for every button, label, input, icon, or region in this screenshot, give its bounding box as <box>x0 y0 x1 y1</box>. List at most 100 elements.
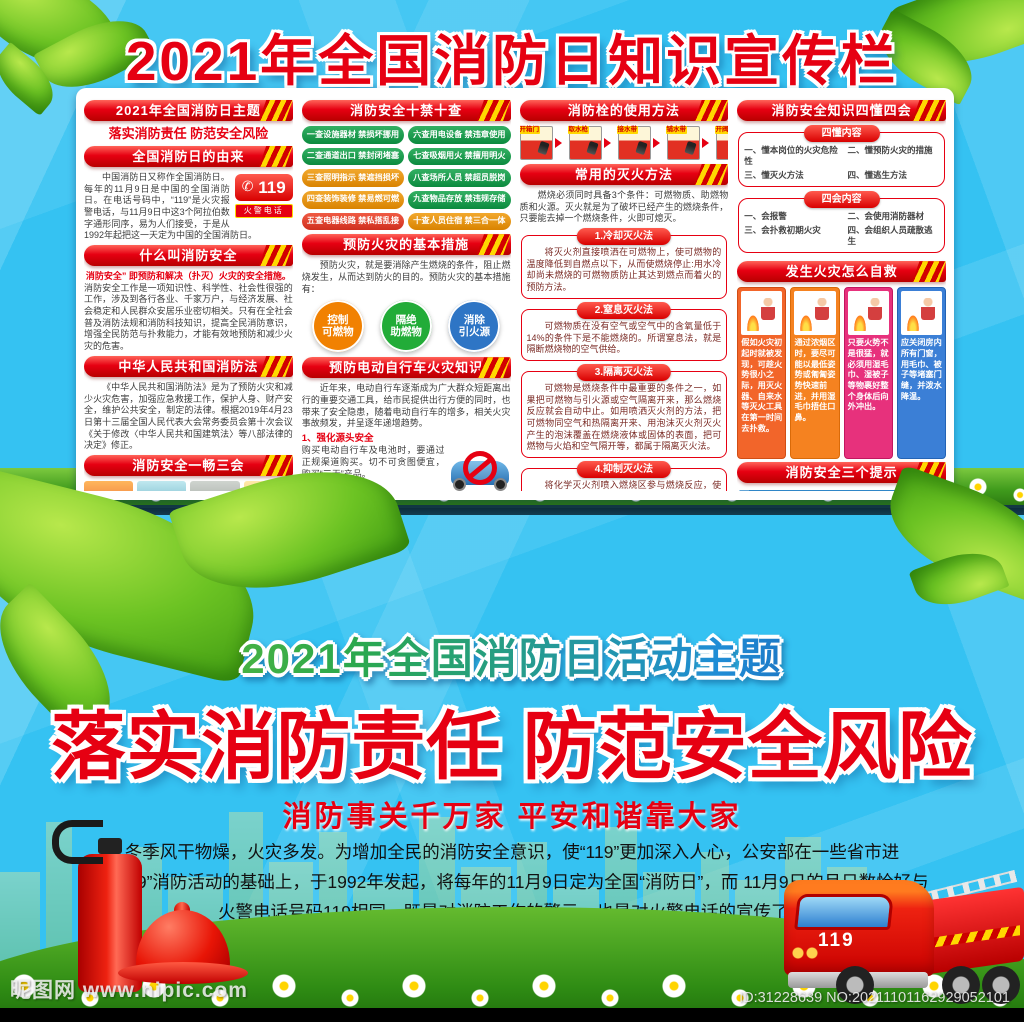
prevention-circles: 控制 可燃物 隔绝 助燃物 消除 引火源 <box>304 300 509 353</box>
main-slogan: 落实消防责任 防范安全风险 <box>51 705 973 788</box>
banner-yichang-sanhui: 消防安全一畅三会 <box>84 454 293 476</box>
banner-what-is-fire-safety: 什么叫消防安全 <box>84 245 293 267</box>
rescue-illustration <box>741 291 783 336</box>
truck-wheel <box>942 966 980 1004</box>
know-item: 二、懂预防火灾的措施 <box>847 145 933 155</box>
sub-slogan: 消防事关千万家 平安和谐靠大家 <box>282 801 742 833</box>
ebike-point-title: 1、强化源头安全 <box>301 433 374 445</box>
banner-hydrant: 消防栓的使用方法 <box>519 100 729 121</box>
phone-icon: ✆ <box>241 177 254 194</box>
banner-methods: 常用的灭火方法 <box>519 164 729 185</box>
banner-4know-4can: 消防安全知识四懂四会 <box>737 100 946 121</box>
fire-truck-illustration: 119 <box>784 854 1024 1004</box>
drill-illustration-extinguish <box>137 480 187 491</box>
self-rescue-cards: 假如火灾初起时就被发现，可趁火势很小之际，用灭火器、自来水等灭火工具在第一时间去… <box>737 287 946 460</box>
phone-label: 火警电话 <box>234 203 293 219</box>
check-pill: 十查人员住宿 禁三合一体 <box>408 212 511 231</box>
check-pill: 三查照明指示 禁遮挡损坏 <box>301 169 405 187</box>
circle-isolate-oxidizer: 隔绝 助燃物 <box>380 300 433 353</box>
rescue-illustration <box>847 291 889 336</box>
bottom-panel-title: 2021年全国消防日活动主题 <box>0 625 1024 686</box>
arrow-icon <box>554 138 567 148</box>
banner-ebike: 预防电动自行车火灾知识 <box>301 357 511 379</box>
truck-headlights <box>792 946 820 960</box>
check-pill: 九查物品存放 禁违规存储 <box>408 190 511 209</box>
hydrant-step-icon: 开箱门 <box>519 126 553 160</box>
drill-illustration-fire <box>84 480 134 491</box>
no-ebike-icon <box>449 447 511 491</box>
arrow-icon <box>701 138 714 148</box>
column-hydrant-methods: 消防栓的使用方法 开箱门 取水枪 接水带 铺水带 开阀门 常用的灭火方法 燃烧必… <box>519 97 729 491</box>
theme-slogan: 落实消防责任 防范安全风险 <box>108 126 269 141</box>
watermark-id: ID:31228639 NO:20211101162929052101 <box>739 990 1010 1006</box>
self-rescue-card: 只要火势不是很猛，就必须用湿毛巾、湿被子等物裹好整个身体后向外冲出。 <box>843 287 893 460</box>
truck-wheel <box>982 966 1020 1004</box>
law-paragraph: 《中华人民共和国消防法》是为了预防火灾和减少火灾危害，加强应急救援工作，保护人身… <box>84 381 293 451</box>
what-paragraph: 消防安全工作是一项知识性、科学性、社会性很强的工作，涉及到各行各业、千家万户，与… <box>84 282 293 352</box>
self-rescue-card: 应关闭房内所有门窗，用毛巾、被子等堵塞门缝，并泼水降温。 <box>896 287 946 460</box>
banner-ten-checks: 消防安全十禁十查 <box>301 100 511 121</box>
method-box-inhibition: 4.抑制灭火法 将化学灭火剂喷入燃烧区参与燃烧反应，使游离基(燃烧链)的链式反应… <box>520 461 728 491</box>
know-box: 四懂内容 一、懂本岗位的火灾危险性 二、懂预防火灾的措施 三、懂灭火方法 四、懂… <box>738 125 945 188</box>
check-pill: 二查通道出口 禁封闭堵塞 <box>301 147 405 166</box>
truck-wheel <box>836 966 874 1004</box>
hydrant-step-icon: 取水枪 <box>567 126 602 160</box>
banner-origin: 全国消防日的由来 <box>84 145 293 167</box>
self-rescue-card: 假如火灾初起时就被发现，可趁火势很小之际，用灭火器、自来水等灭火工具在第一时间去… <box>737 287 787 460</box>
what-lead-line: 消防安全” 即预防和解决（扑灭）火灾的安全措施。 <box>85 271 291 282</box>
know-item: 三、懂灭火方法 <box>744 170 804 181</box>
watermark-site: 昵图网 www.nipic.com <box>10 979 248 1002</box>
banner-theme: 2021年全国消防日主题 <box>84 100 293 121</box>
method-box-cooling: 1.冷却灭火法 将灭火剂直接喷洒在可燃物上，使可燃物的温度降低到自燃点以下，从而… <box>520 228 728 299</box>
fire-helmet-illustration <box>118 902 248 984</box>
bottom-black-bar <box>0 1008 1024 1022</box>
panel-divider <box>0 508 1024 515</box>
check-pill: 五查电器线路 禁私搭乱接 <box>301 212 405 231</box>
banner-fire-law: 中华人民共和国消防法 <box>84 355 293 377</box>
column-4know-selfrescue: 消防安全知识四懂四会 四懂内容 一、懂本岗位的火灾危险性 二、懂预防火灾的措施 … <box>737 97 946 491</box>
phone-119-badge: ✆ 119 火警电话 <box>234 173 293 219</box>
rescue-illustration <box>794 291 836 336</box>
hydrant-step-icon: 铺水带 <box>665 126 700 160</box>
activity-theme-panel: 2021年全国消防日活动主题 落实消防责任 防范安全风险 消防事关千万家 平安和… <box>0 443 1024 1022</box>
ten-checks-grid: 一查设施器材 禁损坏挪用 六查用电设备 禁违章使用 二查通道出口 禁封闭堵塞 七… <box>301 126 511 231</box>
hydrant-step-icon: 开阀门 <box>714 126 729 160</box>
truck-windshield <box>794 894 894 930</box>
truck-number: 119 <box>818 930 855 951</box>
method-box-isolation: 3.隔离灭火法 可燃物是燃烧条件中最重要的条件之一，如果把可燃物与引火源或空气隔… <box>520 363 728 458</box>
top-panel-title: 2021年全国消防日知识宣传栏 <box>125 30 899 92</box>
rescue-illustration <box>900 291 942 336</box>
column-theme-origin: 2021年全国消防日主题 落实消防责任 防范安全风险 全国消防日的由来 ✆ 11… <box>84 97 293 491</box>
can-item: 一、会报警 <box>744 211 787 222</box>
banner-self-rescue: 发生火灾怎么自救 <box>737 261 946 283</box>
hydrant-step-icon: 接水带 <box>616 126 651 160</box>
can-item: 三、会扑救初期火灾 <box>744 225 821 236</box>
check-pill: 八查场所人员 禁超员脱岗 <box>408 169 511 187</box>
origin-paragraph: 中国消防日又称作全国消防日。每年的11月9日是中国的全国消防日。在电话号码中，“… <box>84 171 258 241</box>
check-pill: 四查装饰装修 禁易燃可燃 <box>301 190 405 209</box>
method-box-suffocation: 2.窒息灭火法 可燃物质在没有空气或空气中的含氧量低于14%的条件下是不能燃烧的… <box>520 301 728 361</box>
column-ten-checks-ebike: 消防安全十禁十查 一查设施器材 禁损坏挪用 六查用电设备 禁违章使用 二查通道出… <box>301 97 511 491</box>
white-content-board: 2021年全国消防日主题 落实消防责任 防范安全风险 全国消防日的由来 ✆ 11… <box>76 88 954 500</box>
hydrant-steps: 开箱门 取水枪 接水带 铺水带 开阀门 <box>519 126 729 160</box>
arrow-icon <box>652 138 665 148</box>
banner-prevention: 预防火灾的基本措施 <box>301 234 511 256</box>
fire-extinguisher-illustration <box>52 820 142 992</box>
methods-intro: 燃烧必须同时具备3个条件：可燃物质、助燃物质和火源。灭火就是为了破坏已经产生的燃… <box>519 190 729 224</box>
self-rescue-card: 通过浓烟区时，要尽可能以最低姿势或匍匐姿势快速前进，并用湿毛巾捂住口鼻。 <box>790 287 840 460</box>
drill-illustration-crawl <box>190 480 240 491</box>
can-item: 二、会使用消防器材 <box>847 211 924 222</box>
phone-number: 119 <box>258 177 286 197</box>
knowledge-board-panel: 2021年全国消防日知识宣传栏 2021年全国消防日主题 落实消防责任 防范安全… <box>0 0 1024 508</box>
know-item: 四、懂逃生方法 <box>847 170 907 181</box>
check-pill: 七查吸烟用火 禁擅用明火 <box>408 147 511 166</box>
circle-remove-ignition: 消除 引火源 <box>448 300 501 353</box>
arrow-icon <box>603 138 616 148</box>
check-pill: 一查设施器材 禁损坏挪用 <box>301 126 405 144</box>
circle-control-combustibles: 控制 可燃物 <box>311 300 364 353</box>
prevention-paragraph: 预防火灾，就是要消除产生燃烧的条件，阻止燃烧发生，从而达到防火的目的。预防火灾的… <box>301 260 511 294</box>
check-pill: 六查用电设备 禁违章使用 <box>408 126 511 144</box>
know-item: 一、懂本岗位的火灾危险性 <box>744 145 838 167</box>
ebike-intro: 近年来，电动自行车逐渐成为广大群众短距离出行的重要交通工具，给市民提供出行方便的… <box>301 383 511 429</box>
can-item: 四、会组织人员疏散逃生 <box>847 225 933 247</box>
